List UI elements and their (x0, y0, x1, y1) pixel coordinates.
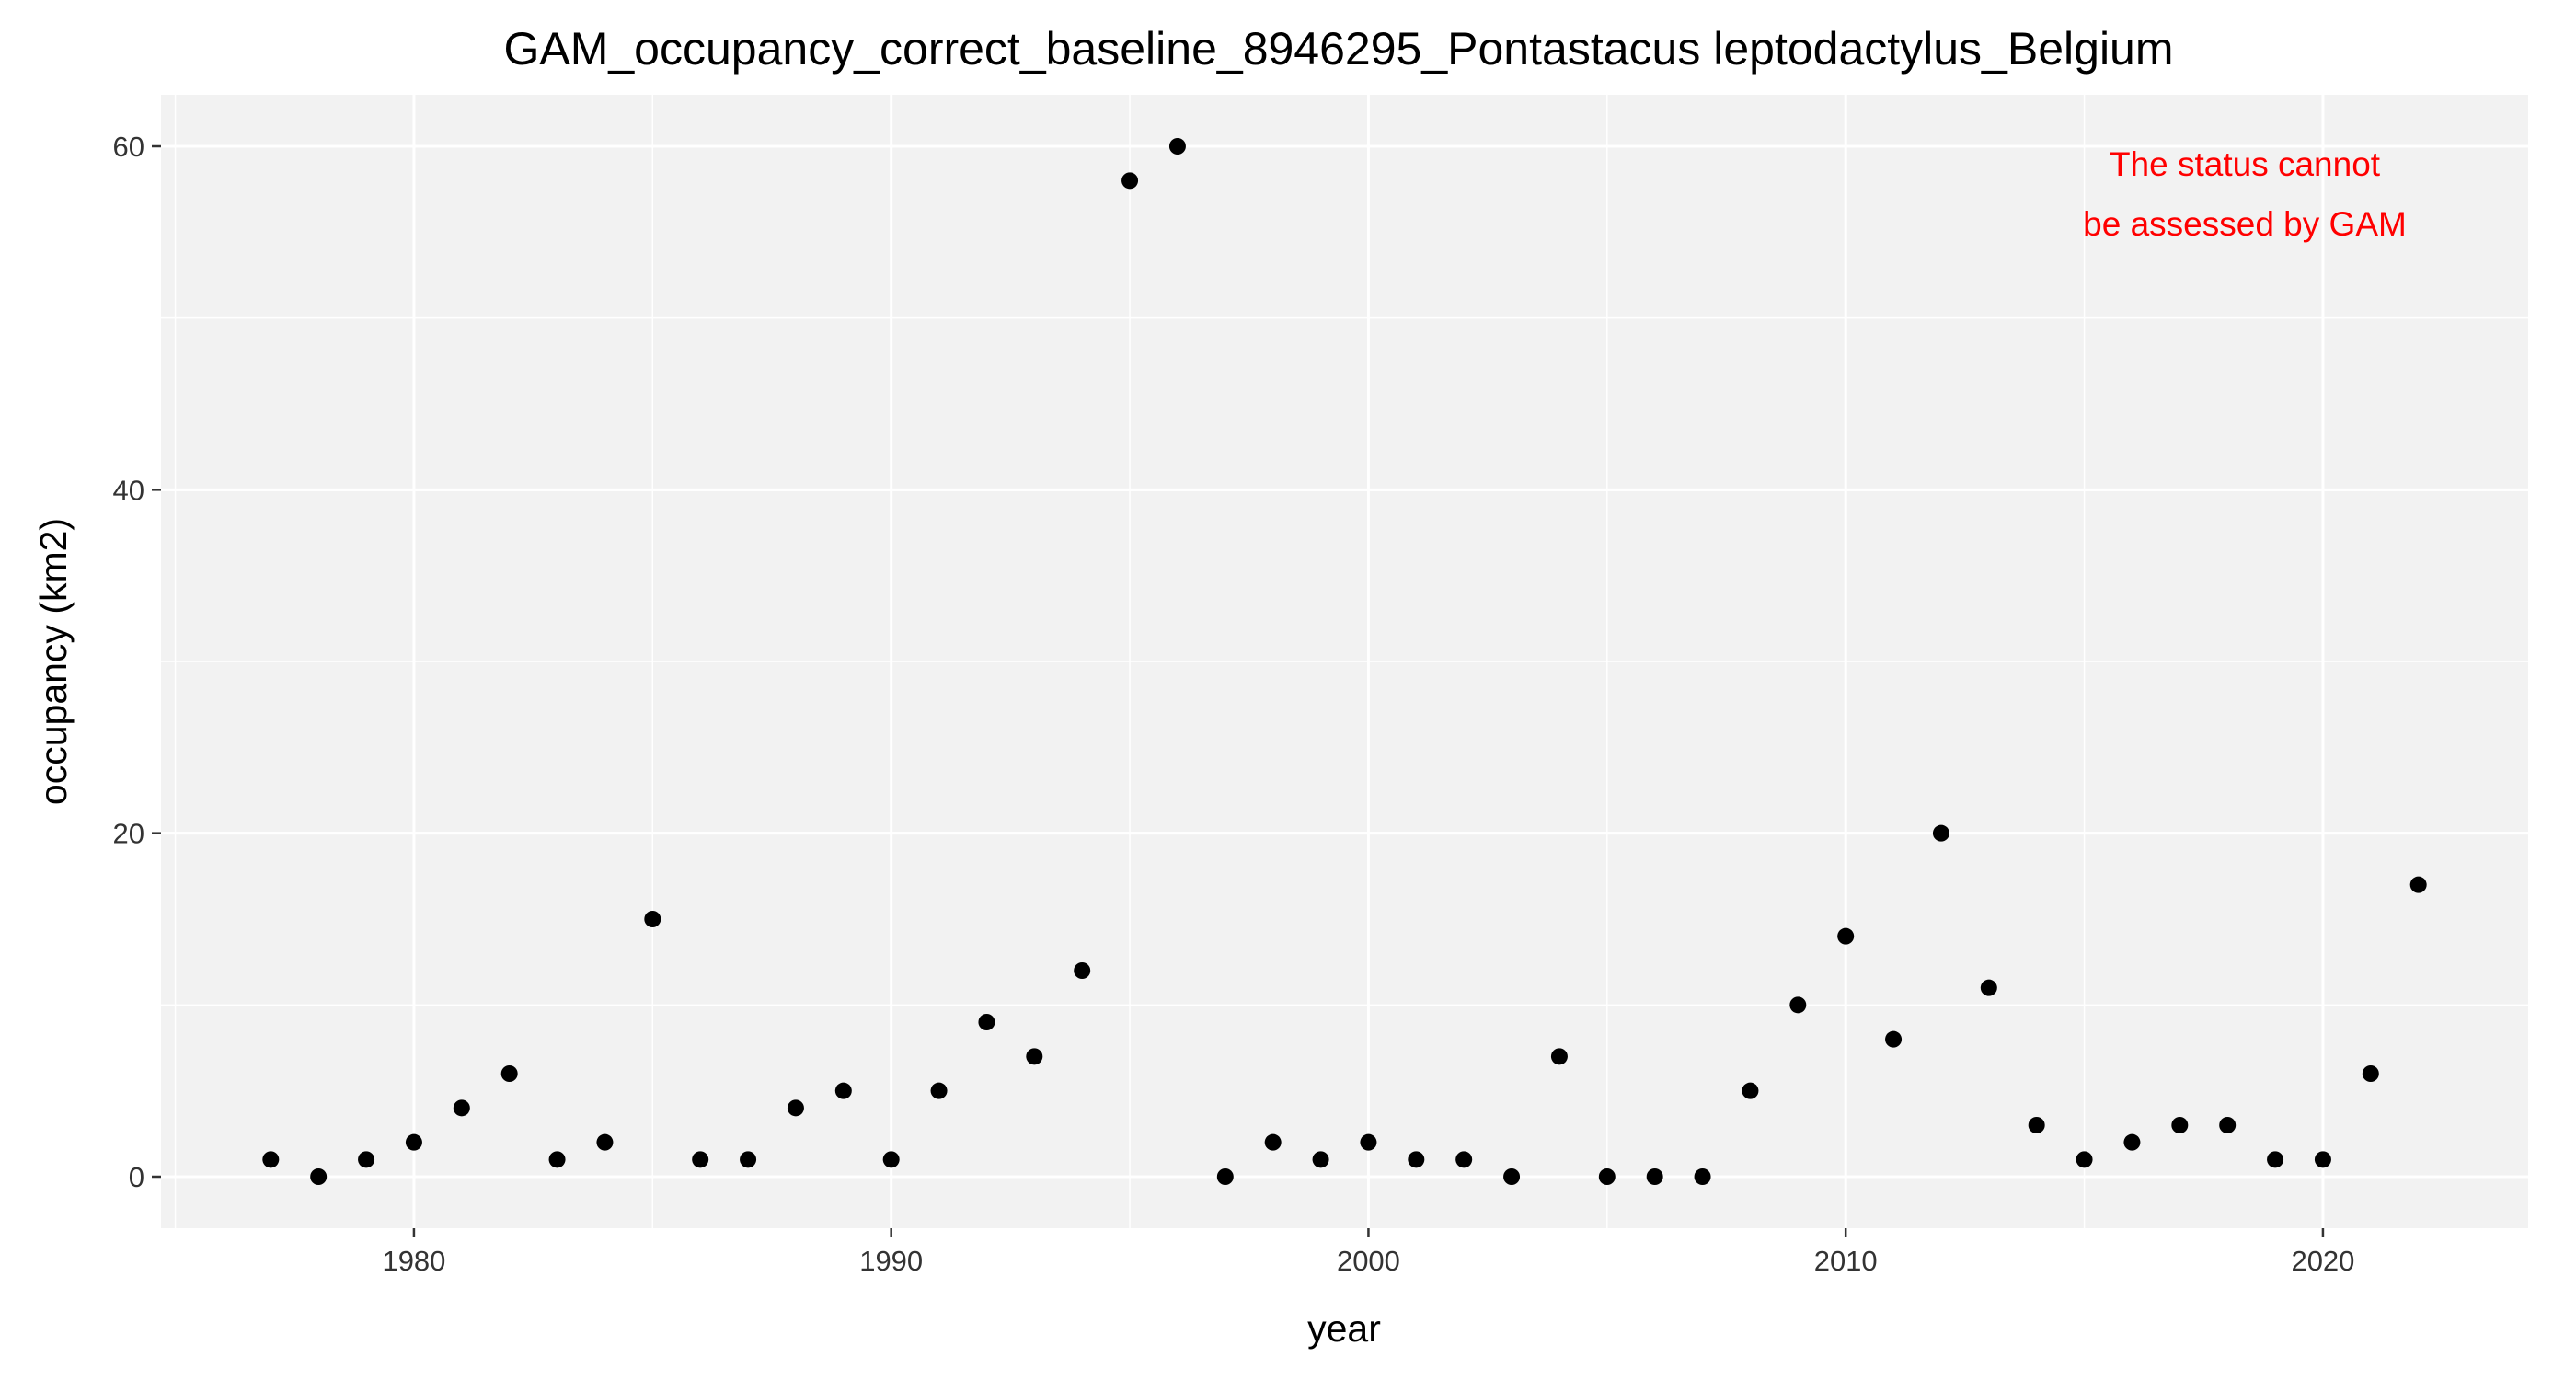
data-point (787, 1099, 804, 1117)
data-point (1360, 1133, 1377, 1151)
data-point (692, 1151, 709, 1168)
data-point (310, 1168, 328, 1185)
data-point (596, 1133, 614, 1151)
data-point (2171, 1117, 2189, 1133)
data-point (2219, 1117, 2237, 1133)
data-point (2314, 1151, 2331, 1168)
major-gridlines (161, 95, 2528, 1228)
data-point (2076, 1151, 2093, 1168)
x-tick-labels: 1980 1990 2000 2010 2020 (382, 1245, 2354, 1277)
x-axis-title: year (1307, 1307, 1381, 1350)
data-point (405, 1133, 422, 1151)
data-point (834, 1082, 852, 1099)
data-point (1455, 1151, 1473, 1168)
y-tick-label: 20 (113, 818, 144, 850)
data-point (1168, 138, 1186, 155)
data-point (1408, 1151, 1425, 1168)
data-point (1932, 824, 1949, 842)
x-tick-label: 1980 (382, 1245, 445, 1277)
data-point (2028, 1117, 2045, 1133)
x-tick-label: 2000 (1337, 1245, 1400, 1277)
data-point (1980, 979, 1997, 996)
x-tick-label: 2010 (1814, 1245, 1878, 1277)
y-tick-label: 0 (129, 1161, 144, 1193)
status-annotation-line-2: be assessed by GAM (2083, 205, 2407, 243)
data-point (500, 1065, 518, 1082)
x-tick-label: 2020 (2291, 1245, 2354, 1277)
y-tick-label: 40 (113, 474, 144, 506)
data-point (1837, 927, 1855, 945)
data-point (1694, 1168, 1711, 1185)
data-point (453, 1099, 470, 1117)
data-point (644, 911, 661, 927)
data-point (1216, 1168, 1234, 1185)
x-tick-label: 1990 (859, 1245, 923, 1277)
data-point (1789, 996, 1807, 1014)
data-point (1026, 1048, 1043, 1065)
data-point (882, 1151, 900, 1168)
chart-title: GAM_occupancy_correct_baseline_8946295_P… (503, 23, 2173, 75)
data-point (2362, 1065, 2379, 1082)
data-point (548, 1151, 566, 1168)
data-point (1885, 1030, 1903, 1048)
data-point (978, 1014, 995, 1030)
data-point (1598, 1168, 1616, 1185)
data-point (740, 1151, 757, 1168)
data-point (1074, 962, 1091, 979)
data-point (1646, 1168, 1663, 1185)
y-tick-label: 60 (113, 131, 144, 163)
data-point (1312, 1151, 1329, 1168)
data-points (262, 138, 2427, 1185)
data-point (2409, 876, 2427, 893)
y-tick-labels: 0 20 40 60 (113, 131, 144, 1193)
y-axis-title: occupancy (km2) (32, 518, 75, 805)
data-point (1550, 1048, 1568, 1065)
data-point (930, 1082, 948, 1099)
data-point (1264, 1133, 1282, 1151)
data-point (1742, 1082, 1759, 1099)
axis-ticks (152, 144, 2325, 1237)
status-annotation-line-1: The status cannot (2110, 145, 2381, 183)
data-point (1121, 172, 1139, 190)
data-point (358, 1151, 375, 1168)
data-point (1503, 1168, 1521, 1185)
data-point (2267, 1151, 2284, 1168)
minor-gridlines (161, 95, 2528, 1228)
data-point (2123, 1133, 2141, 1151)
data-point (262, 1151, 280, 1168)
